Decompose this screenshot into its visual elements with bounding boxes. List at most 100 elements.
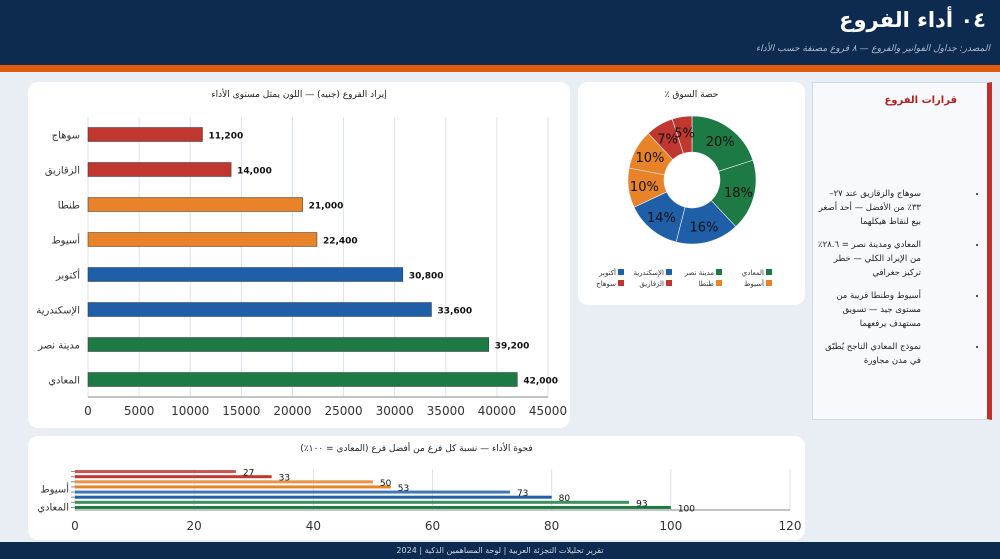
legend-label: مدينة نصر: [684, 269, 715, 277]
x-tick-label: 40000: [478, 404, 516, 418]
gap-chart-title: فجوة الأداء — نسبة كل فرع من أفضل فرع (ا…: [300, 444, 533, 454]
bar: [75, 495, 552, 499]
legend-label: أسيوط: [744, 279, 764, 288]
bar: [75, 500, 630, 504]
slice-label: 20%: [706, 135, 735, 150]
donut-slice: [671, 115, 693, 154]
bar: [87, 337, 489, 352]
y-tick-label: سوهاج: [52, 131, 80, 142]
legend-label: الزقازيق: [639, 280, 664, 288]
x-tick-label: 40: [306, 519, 321, 533]
x-tick-label: 35000: [427, 404, 465, 418]
legend-label: سوهاج: [596, 280, 616, 288]
y-tick-label: الزقازيق: [45, 166, 80, 177]
bar-value-label: 73: [517, 489, 528, 499]
market-share-title: حصة السوق ٪: [664, 90, 719, 100]
bar-value-label: 27: [243, 469, 254, 479]
legend-swatch: [618, 280, 624, 286]
x-tick-label: 20: [187, 519, 202, 533]
market-share-donut: 20% 18% 16% 14% 10% 10% 7%5% المعادي مدينة نصر ال…: [596, 115, 772, 288]
decision-item: المعادي ومدينة نصر = ٢٨.٦٪ من الإيراد ال…: [817, 238, 967, 280]
bar: [75, 470, 236, 474]
legend-swatch: [618, 269, 624, 275]
x-tick-label: 45000: [529, 404, 567, 418]
revenue-chart-card: إيراد الفروع (جنيه) — اللون يمثل مستوى ا…: [28, 82, 570, 428]
x-tick-label: 15000: [222, 404, 260, 418]
bar-value-label: 50: [380, 479, 392, 489]
bar-value-label: 22,400: [323, 237, 358, 247]
slice-label: 7%: [657, 133, 678, 148]
bar-value-label: 30,800: [409, 272, 444, 282]
y-tick-label: مدينة نصر: [37, 341, 80, 352]
y-tick-label: أسيوط: [51, 234, 80, 247]
bar-value-label: 33: [279, 474, 290, 484]
gap-bar-chart: 0 20 40 60 80 100 120 100 93 80 73 53 50 33 27 المعادي أ…: [37, 469, 802, 533]
bar: [87, 372, 518, 387]
decisions-panel: قرارات الفروع سوهاج والزقازيق عند ٢٧–٣٣٪…: [812, 82, 992, 420]
legend-swatch: [716, 280, 722, 286]
bar: [75, 475, 272, 479]
legend-swatch: [766, 269, 772, 275]
slice-label: 10%: [630, 180, 659, 195]
bar-value-label: 53: [398, 484, 409, 494]
legend-swatch: [716, 269, 722, 275]
x-tick-label: 60: [425, 519, 440, 533]
x-tick-label: 5000: [124, 404, 155, 418]
bar: [87, 267, 404, 282]
legend-swatch: [666, 280, 672, 286]
slice-label: 14%: [647, 211, 676, 226]
legend-swatch: [666, 269, 672, 275]
donut-slice: [691, 115, 754, 172]
legend-label: أكتوبر: [598, 268, 616, 277]
y-tick-label: أسيوط: [40, 483, 69, 496]
page-subtitle: المصدر: جداول الفوانير والفروع — ٨ فروع …: [755, 44, 990, 54]
y-tick-label: أكتوبر: [55, 269, 80, 282]
y-tick-label: المعادي: [48, 376, 80, 387]
gap-chart-card: فجوة الأداء — نسبة كل فرع من أفضل فرع (ا…: [28, 436, 805, 540]
market-share-card: حصة السوق ٪ 20% 18% 16% 14% 10% 10% 7% 5% المعاد…: [578, 82, 805, 305]
legend-label: المعادي: [742, 269, 764, 277]
y-tick-label: طنطا: [58, 201, 80, 212]
legend-label: طنطا: [698, 280, 714, 288]
y-tick-label: المعادي: [37, 502, 69, 513]
x-tick-label: 20000: [273, 404, 311, 418]
header-bar: ٠٤ أداء الفروع المصدر: جداول الفوانير وا…: [0, 0, 1000, 65]
legend-swatch: [766, 280, 772, 286]
footer: تقرير تحليلات التجزئة العربية | لوحة الم…: [0, 542, 1000, 559]
x-tick-label: 80: [544, 519, 559, 533]
accent-stripe: [0, 65, 1000, 72]
decision-item: سوهاج والزقازيق عند ٢٧–٣٣٪ من الأفضل — أ…: [817, 187, 967, 229]
y-tick-label: الإسكندرية: [36, 306, 80, 317]
bar: [87, 162, 232, 177]
x-tick-label: 100: [659, 519, 682, 533]
bar: [87, 302, 432, 317]
bar-value-label: 21,000: [309, 202, 344, 212]
page-title: ٠٤ أداء الفروع: [839, 8, 986, 32]
bar-value-label: 80: [559, 494, 571, 504]
x-tick-label: 0: [84, 404, 92, 418]
slice-label: 5%: [674, 127, 695, 142]
revenue-bar-chart: 0 5000 10000 15000 20000 25000 30000 35000 40000…: [36, 117, 567, 418]
bar: [87, 127, 203, 142]
bar-value-label: 42,000: [523, 377, 558, 387]
bar-value-label: 39,200: [495, 342, 530, 352]
decision-item: أسيوط وطنطا قريبة من مستوى جيد — تسويق م…: [817, 289, 967, 331]
bar-value-label: 93: [636, 499, 647, 509]
decisions-title: قرارات الفروع: [884, 95, 957, 106]
slice-label: 18%: [724, 186, 753, 201]
slice-label: 16%: [689, 220, 718, 235]
x-tick-label: 120: [779, 519, 802, 533]
bar: [75, 480, 373, 484]
bar-value-label: 100: [678, 504, 695, 514]
bar-value-label: 33,600: [437, 307, 472, 317]
bar-value-label: 11,200: [208, 132, 243, 142]
bar: [75, 490, 510, 494]
bar: [75, 485, 391, 489]
decision-item: نموذج المعادي الناجح يُطبّق في مدن مجاور…: [817, 340, 967, 368]
x-tick-label: 10000: [171, 404, 209, 418]
x-tick-label: 25000: [324, 404, 362, 418]
bar: [87, 232, 318, 247]
revenue-chart-title: إيراد الفروع (جنيه) — اللون يمثل مستوى ا…: [211, 90, 387, 100]
bar: [87, 197, 303, 212]
bar: [75, 505, 671, 509]
